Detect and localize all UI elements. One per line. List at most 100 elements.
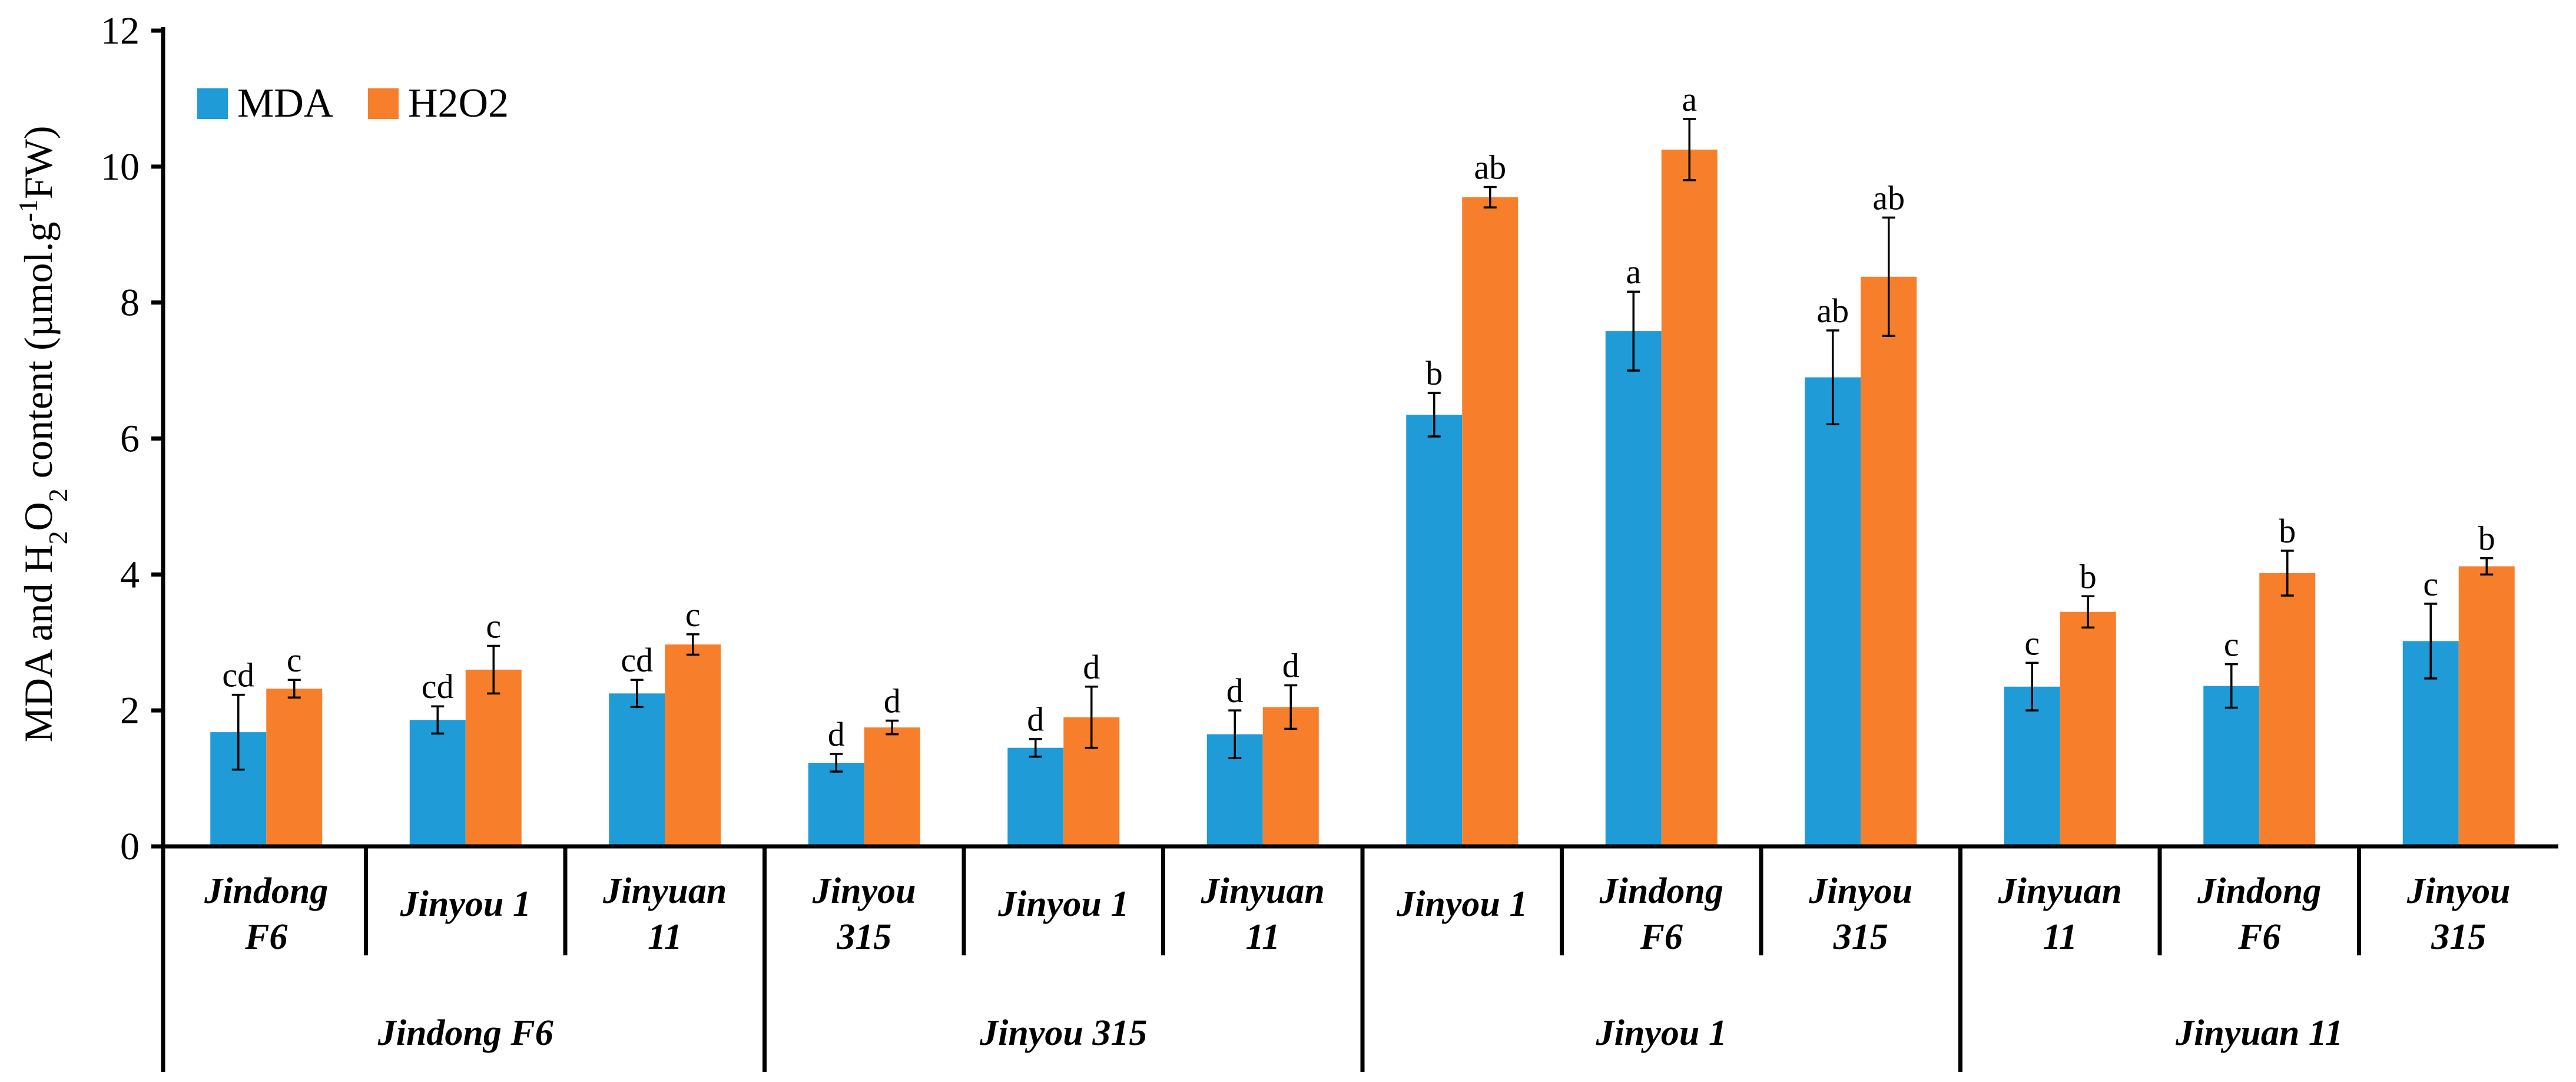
- bar-h2o2-0: [266, 689, 323, 846]
- y-axis-label-sup: -1: [13, 199, 43, 221]
- group-label-0: Jindong F6: [377, 1013, 553, 1053]
- y-tick-label: 10: [101, 145, 140, 188]
- category-label-line1-8: Jinyou: [1808, 871, 1912, 911]
- category-label-line2-0: F6: [244, 917, 287, 957]
- category-label-line1-0: Jindong: [204, 871, 328, 911]
- category-label-line2-3: 315: [836, 917, 891, 957]
- error-bar-h2o2-9: [2081, 595, 2095, 629]
- significance-label-mda-5: d: [1226, 671, 1244, 710]
- error-bar-h2o2-5: [1284, 684, 1298, 730]
- significance-label-mda-3: d: [828, 715, 845, 753]
- bar-h2o2-6: [1462, 197, 1519, 846]
- bar-h2o2-8: [1861, 276, 1917, 846]
- significance-label-mda-7: a: [1626, 253, 1641, 291]
- error-bar-mda-5: [1228, 709, 1242, 759]
- category-label-line1-7: Jindong: [1599, 871, 1723, 911]
- significance-label-mda-8: ab: [1816, 292, 1849, 330]
- y-axis-label-part: MDA and H: [16, 544, 61, 742]
- significance-label-h2o2-1: c: [486, 607, 501, 646]
- y-axis-label-part: FW): [16, 125, 61, 199]
- category-label-line1-6: Jinyou 1: [1396, 884, 1527, 924]
- significance-label-h2o2-2: c: [685, 595, 701, 634]
- bar-mda-1: [409, 720, 466, 846]
- legend-swatch: [197, 88, 228, 119]
- category-label-line2-10: F6: [2237, 917, 2280, 957]
- error-bar-mda-0: [231, 693, 245, 771]
- error-bar-h2o2-4: [1085, 686, 1098, 749]
- svg-text:MDA and H2O2 content (µmol.g-1: MDA and H2O2 content (µmol.g-1FW): [13, 125, 73, 742]
- category-label-line1-11: Jinyou: [2406, 871, 2511, 911]
- category-label-line1-2: Jinyuan: [602, 871, 727, 911]
- significance-label-mda-6: b: [1425, 354, 1443, 392]
- y-axis-label: MDA and H2O2 content (µmol.g-1FW): [13, 125, 73, 742]
- legend-item-mda: MDA: [197, 81, 334, 126]
- bar-h2o2-11: [2458, 566, 2515, 846]
- error-bar-h2o2-8: [1882, 216, 1895, 337]
- bar-h2o2-7: [1661, 149, 1718, 847]
- error-bar-h2o2-11: [2480, 557, 2494, 576]
- significance-label-mda-1: cd: [422, 667, 454, 706]
- y-tick-label: 2: [120, 689, 140, 732]
- legend: MDA H2O2: [197, 81, 509, 126]
- error-bar-mda-9: [2025, 661, 2039, 712]
- error-bar-h2o2-6: [1483, 186, 1497, 209]
- y-axis-label-part: content (µmol.g: [16, 221, 61, 488]
- error-bar-mda-2: [630, 679, 644, 709]
- bar-h2o2-1: [465, 669, 522, 846]
- bar-mda-7: [1605, 331, 1662, 846]
- category-label-line1-3: Jinyou: [812, 871, 916, 911]
- error-bar-h2o2-1: [487, 644, 500, 695]
- significance-label-h2o2-10: b: [2279, 512, 2296, 550]
- error-bar-mda-10: [2224, 663, 2238, 709]
- significance-label-mda-10: c: [2224, 626, 2239, 664]
- legend-label: H2O2: [408, 81, 509, 126]
- group-label-1: Jinyou 315: [979, 1013, 1147, 1053]
- category-label-line1-4: Jinyou 1: [997, 884, 1129, 924]
- category-label-line1-5: Jinyuan: [1201, 871, 1325, 911]
- group-label-2: Jinyou 1: [1596, 1013, 1727, 1053]
- significance-label-h2o2-4: d: [1083, 648, 1100, 686]
- error-bar-h2o2-2: [686, 633, 699, 656]
- error-bar-h2o2-0: [287, 679, 301, 699]
- y-axis-label-part: O: [16, 502, 61, 531]
- significance-label-h2o2-5: d: [1282, 646, 1299, 684]
- category-label-line2-2: 11: [648, 917, 682, 957]
- category-label-line2-9: 11: [2043, 917, 2077, 957]
- significance-label-h2o2-11: b: [2478, 520, 2495, 558]
- legend-swatch: [368, 88, 399, 119]
- bar-h2o2-9: [2060, 611, 2116, 846]
- error-bar-h2o2-3: [886, 719, 899, 736]
- category-label-line1-1: Jinyou 1: [400, 884, 531, 924]
- error-bar-mda-3: [830, 753, 843, 773]
- y-tick-label: 4: [120, 553, 140, 596]
- bar-mda-3: [808, 763, 864, 846]
- bar-mda-6: [1406, 415, 1463, 846]
- bar-mda-4: [1007, 747, 1064, 846]
- bar-mda-8: [1805, 377, 1861, 846]
- y-tick-label: 8: [120, 282, 140, 325]
- category-label-line1-9: Jinyuan: [1998, 871, 2122, 911]
- significance-label-h2o2-9: b: [2080, 557, 2097, 595]
- error-bar-mda-8: [1826, 329, 1839, 426]
- error-bar-h2o2-7: [1683, 118, 1696, 181]
- error-bar-mda-11: [2424, 603, 2438, 680]
- category-label-line2-7: F6: [1640, 917, 1683, 957]
- legend-label: MDA: [237, 81, 334, 126]
- bar-h2o2-3: [864, 727, 920, 846]
- y-tick-label: 0: [120, 825, 140, 868]
- bar-mda-2: [609, 693, 665, 846]
- category-label-line1-10: Jindong: [2197, 871, 2321, 911]
- significance-label-h2o2-0: c: [287, 641, 302, 679]
- group-label-3: Jinyuan 11: [2175, 1013, 2343, 1053]
- category-label-line2-11: 315: [2431, 917, 2486, 957]
- significance-label-h2o2-3: d: [884, 681, 901, 720]
- bar-h2o2-10: [2259, 573, 2316, 846]
- significance-label-mda-9: c: [2024, 624, 2040, 662]
- bar-mda-9: [2004, 686, 2060, 846]
- bar-h2o2-5: [1262, 707, 1319, 846]
- bar-mda-10: [2203, 686, 2260, 846]
- error-bar-mda-4: [1029, 737, 1042, 758]
- error-bar-h2o2-10: [2280, 550, 2294, 597]
